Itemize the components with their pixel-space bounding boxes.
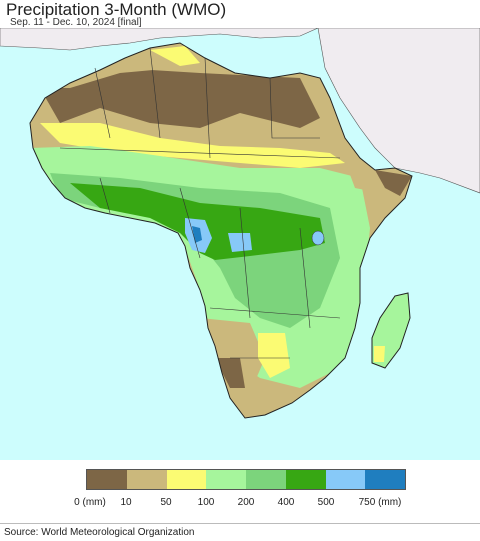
legend-swatch-2 <box>166 470 207 489</box>
legend-swatch-7 <box>365 470 405 489</box>
source-text: Source: World Meteorological Organizatio… <box>4 527 195 538</box>
legend-label-2: 50 <box>160 497 172 508</box>
legend-swatch-1 <box>126 470 167 489</box>
map-svg <box>0 28 480 419</box>
legend-label-6: 500 <box>317 497 335 508</box>
country-borders <box>59 47 341 359</box>
legend-swatch-5 <box>285 470 326 489</box>
legend-label-4: 200 <box>237 497 255 508</box>
source-footer: Source: World Meteorological Organizatio… <box>0 523 480 541</box>
legend-label-1: 10 <box>120 497 132 508</box>
legend-label-0: 0 (mm) <box>74 497 106 508</box>
legend-label-7: 750 (mm) <box>358 497 402 508</box>
europe-region <box>0 28 319 51</box>
lake-victoria <box>311 230 325 246</box>
legend-swatch-4 <box>246 470 286 489</box>
legend-swatch-0 <box>87 470 127 489</box>
precipitation-map <box>0 28 480 460</box>
page-subtitle: Sep. 11 - Dec. 10, 2024 [final] <box>10 17 142 28</box>
legend-swatch-6 <box>325 470 366 489</box>
legend-label-5: 400 <box>277 497 295 508</box>
legend-label-3: 100 <box>197 497 215 508</box>
precipitation-legend <box>86 469 406 490</box>
legend-swatch-3 <box>206 470 246 489</box>
page-title: Precipitation 3-Month (WMO) <box>6 0 227 19</box>
